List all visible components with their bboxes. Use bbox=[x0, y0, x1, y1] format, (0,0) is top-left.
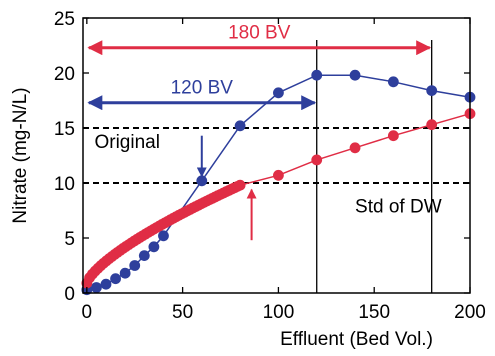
series-0-point bbox=[387, 76, 399, 88]
x-tick-label: 200 bbox=[454, 302, 486, 323]
series-1-point bbox=[387, 130, 399, 142]
annotation-120bv-label: 120 BV bbox=[171, 78, 234, 99]
annotation-arrows bbox=[87, 40, 432, 241]
series-0-point bbox=[100, 278, 112, 290]
y-tick-label: 25 bbox=[54, 9, 75, 30]
series-0-point bbox=[91, 282, 102, 293]
reference-lines bbox=[83, 40, 470, 293]
x-tick-label: 100 bbox=[263, 302, 295, 323]
plot-frame bbox=[82, 17, 471, 294]
series-0-point bbox=[426, 85, 438, 96]
x-tick-label: 50 bbox=[172, 302, 193, 323]
series-0-point bbox=[158, 230, 169, 242]
series-0-point bbox=[119, 267, 131, 279]
annotation-180bv-label: 180 BV bbox=[228, 23, 291, 44]
series-0-point bbox=[234, 120, 246, 132]
series-0-point bbox=[138, 250, 150, 261]
axes: 0 50 100 150 200 0 5 10 15 20 25 bbox=[54, 9, 486, 323]
series-1-point bbox=[311, 154, 323, 166]
series-0-point bbox=[349, 69, 361, 81]
series-1-point bbox=[273, 169, 284, 181]
x-axis-label: Effluent (Bed Vol.) bbox=[280, 329, 433, 350]
series-0-point bbox=[311, 69, 323, 81]
y-tick-label: 20 bbox=[54, 64, 75, 85]
series-0-point bbox=[148, 241, 160, 253]
series-1-point bbox=[349, 142, 361, 154]
x-tick-label: 150 bbox=[358, 302, 390, 323]
y-tick-label: 15 bbox=[54, 119, 75, 140]
data-series bbox=[81, 69, 476, 296]
x-tick-label: 0 bbox=[82, 302, 93, 323]
y-tick-label: 5 bbox=[64, 229, 75, 250]
series-0-point bbox=[129, 260, 141, 271]
annotation-original-label: Original bbox=[94, 132, 159, 153]
series-1-point bbox=[426, 119, 438, 131]
series-1-point bbox=[234, 179, 246, 191]
series-0-point bbox=[110, 273, 121, 285]
y-tick-label: 10 bbox=[54, 174, 75, 195]
series-0-point bbox=[273, 87, 284, 99]
annotation-std-label: Std of DW bbox=[355, 197, 442, 218]
series-0-point bbox=[196, 175, 208, 187]
y-axis-label: Nitrate (mg-N/L) bbox=[10, 87, 31, 223]
y-tick-label: 0 bbox=[64, 284, 75, 305]
